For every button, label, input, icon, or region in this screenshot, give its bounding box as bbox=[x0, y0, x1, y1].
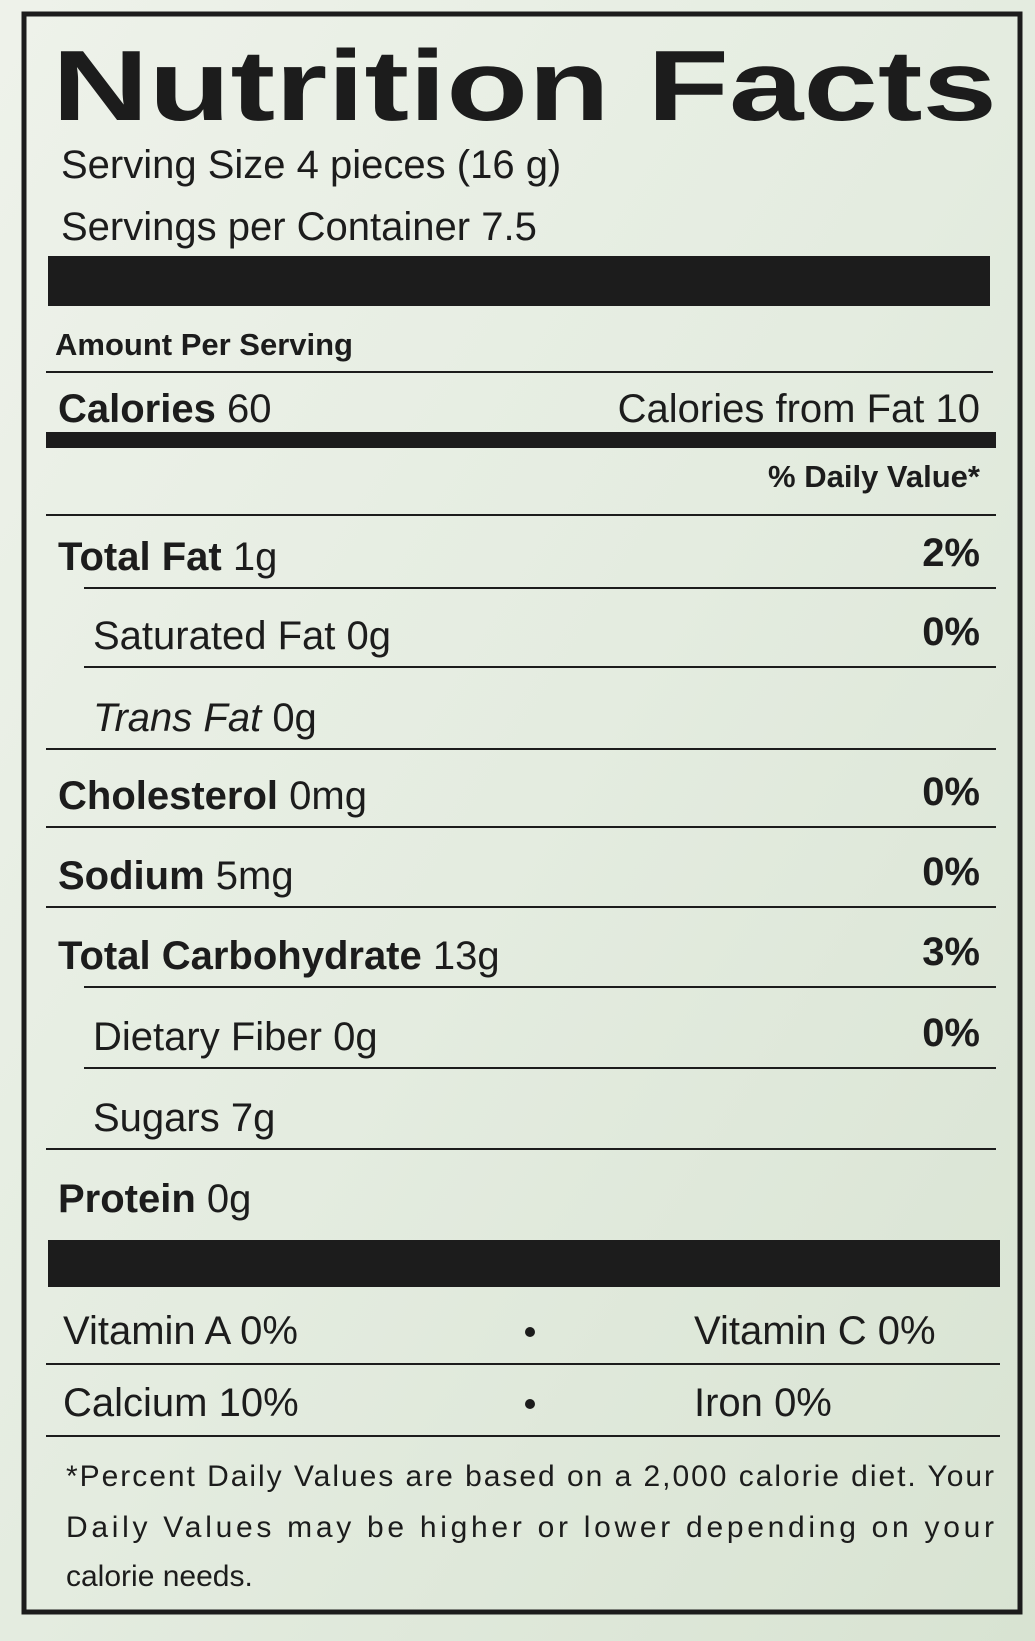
nutrient-amount: 0g bbox=[272, 696, 317, 740]
vitamin: Iron 0% bbox=[694, 1381, 832, 1425]
title: Nutrition Facts bbox=[52, 30, 997, 142]
nutrient: Protein 0g bbox=[58, 1177, 251, 1221]
vitamin-name: Calcium bbox=[63, 1381, 207, 1425]
nutrient-amount: 13g bbox=[433, 934, 500, 978]
nutrient: Total Carbohydrate 13g bbox=[58, 934, 500, 978]
nutrient: Sodium 5mg bbox=[58, 854, 294, 898]
nutrient-name: Total Fat bbox=[58, 535, 222, 579]
nutrient-amount: 0g bbox=[347, 614, 392, 658]
footnote-line: calorie needs. bbox=[66, 1560, 253, 1593]
calories-label: Calories bbox=[58, 387, 216, 431]
daily-value-header: % Daily Value* bbox=[768, 459, 981, 494]
medium-rule bbox=[46, 432, 996, 448]
nutrient: Total Fat 1g bbox=[58, 535, 277, 579]
nutrient-name: Cholesterol bbox=[58, 774, 278, 818]
calories-from-fat-value: 10 bbox=[936, 387, 981, 431]
vitamin-value: 10% bbox=[219, 1381, 299, 1425]
nutrient-name: Sodium bbox=[58, 854, 205, 898]
thick-rule bbox=[48, 1240, 1000, 1287]
vitamin: Vitamin C 0% bbox=[694, 1309, 936, 1353]
vitamin-name: Iron bbox=[694, 1381, 763, 1425]
daily-value: 0% bbox=[922, 610, 980, 654]
nutrient: Dietary Fiber 0g bbox=[93, 1015, 378, 1059]
calories-value: 60 bbox=[227, 387, 272, 431]
thick-rule bbox=[48, 256, 990, 306]
vitamin-rows: Vitamin A 0% Vitamin C 0%Calcium 10% Iron … bbox=[46, 1309, 1000, 1437]
daily-value: 0% bbox=[922, 770, 980, 814]
bullet bbox=[525, 1327, 535, 1337]
vitamin-value: 0% bbox=[878, 1309, 936, 1353]
amount-per-serving: Amount Per Serving bbox=[55, 327, 353, 362]
calories: Calories 60 bbox=[58, 387, 271, 431]
nutrient-name: Dietary Fiber bbox=[93, 1015, 322, 1059]
serving-size: Serving Size 4 pieces (16 g) bbox=[61, 143, 561, 187]
nutrient-name: Saturated Fat bbox=[93, 614, 335, 658]
daily-value: 2% bbox=[922, 531, 980, 575]
vitamin-name: Vitamin A bbox=[63, 1309, 232, 1353]
calories-from-fat-label: Calories from Fat bbox=[618, 387, 925, 431]
daily-value: 0% bbox=[922, 850, 980, 894]
nutrient: Saturated Fat 0g bbox=[93, 614, 391, 658]
nutrient: Trans Fat 0g bbox=[93, 696, 317, 740]
label-border bbox=[21, 11, 1023, 1615]
nutrient-amount: 0g bbox=[207, 1177, 252, 1221]
nutrient-amount: 7g bbox=[231, 1096, 276, 1140]
vitamin-value: 0% bbox=[774, 1381, 832, 1425]
bullet bbox=[525, 1399, 535, 1409]
footnote-line: Daily Values may be higher or lower depe… bbox=[66, 1511, 994, 1544]
nutrient: Sugars 7g bbox=[93, 1096, 275, 1140]
nutrient-name: Sugars bbox=[93, 1096, 220, 1140]
calories-from-fat: Calories from Fat 10 bbox=[618, 387, 980, 431]
nutrient: Cholesterol 0mg bbox=[58, 774, 367, 818]
nutrient-rows: Total Fat 1g 2% Saturated Fat 0g 0% Trans Fa… bbox=[46, 531, 996, 1221]
nutrient-name: Trans Fat bbox=[93, 696, 263, 740]
vitamin: Vitamin A 0% bbox=[63, 1309, 298, 1353]
nutrient-name: Protein bbox=[58, 1177, 196, 1221]
servings-per-container: Servings per Container 7.5 bbox=[61, 205, 537, 249]
nutrient-amount: 5mg bbox=[216, 854, 294, 898]
nutrient-name: Total Carbohydrate bbox=[58, 934, 422, 978]
vitamin: Calcium 10% bbox=[63, 1381, 299, 1425]
daily-value: 3% bbox=[922, 930, 980, 974]
vitamin-value: 0% bbox=[240, 1309, 298, 1353]
vitamin-name: Vitamin C bbox=[694, 1309, 867, 1353]
daily-value: 0% bbox=[922, 1011, 980, 1055]
nutrient-amount: 0g bbox=[333, 1015, 378, 1059]
nutrient-amount: 1g bbox=[233, 535, 278, 579]
nutrient-amount: 0mg bbox=[289, 774, 367, 818]
